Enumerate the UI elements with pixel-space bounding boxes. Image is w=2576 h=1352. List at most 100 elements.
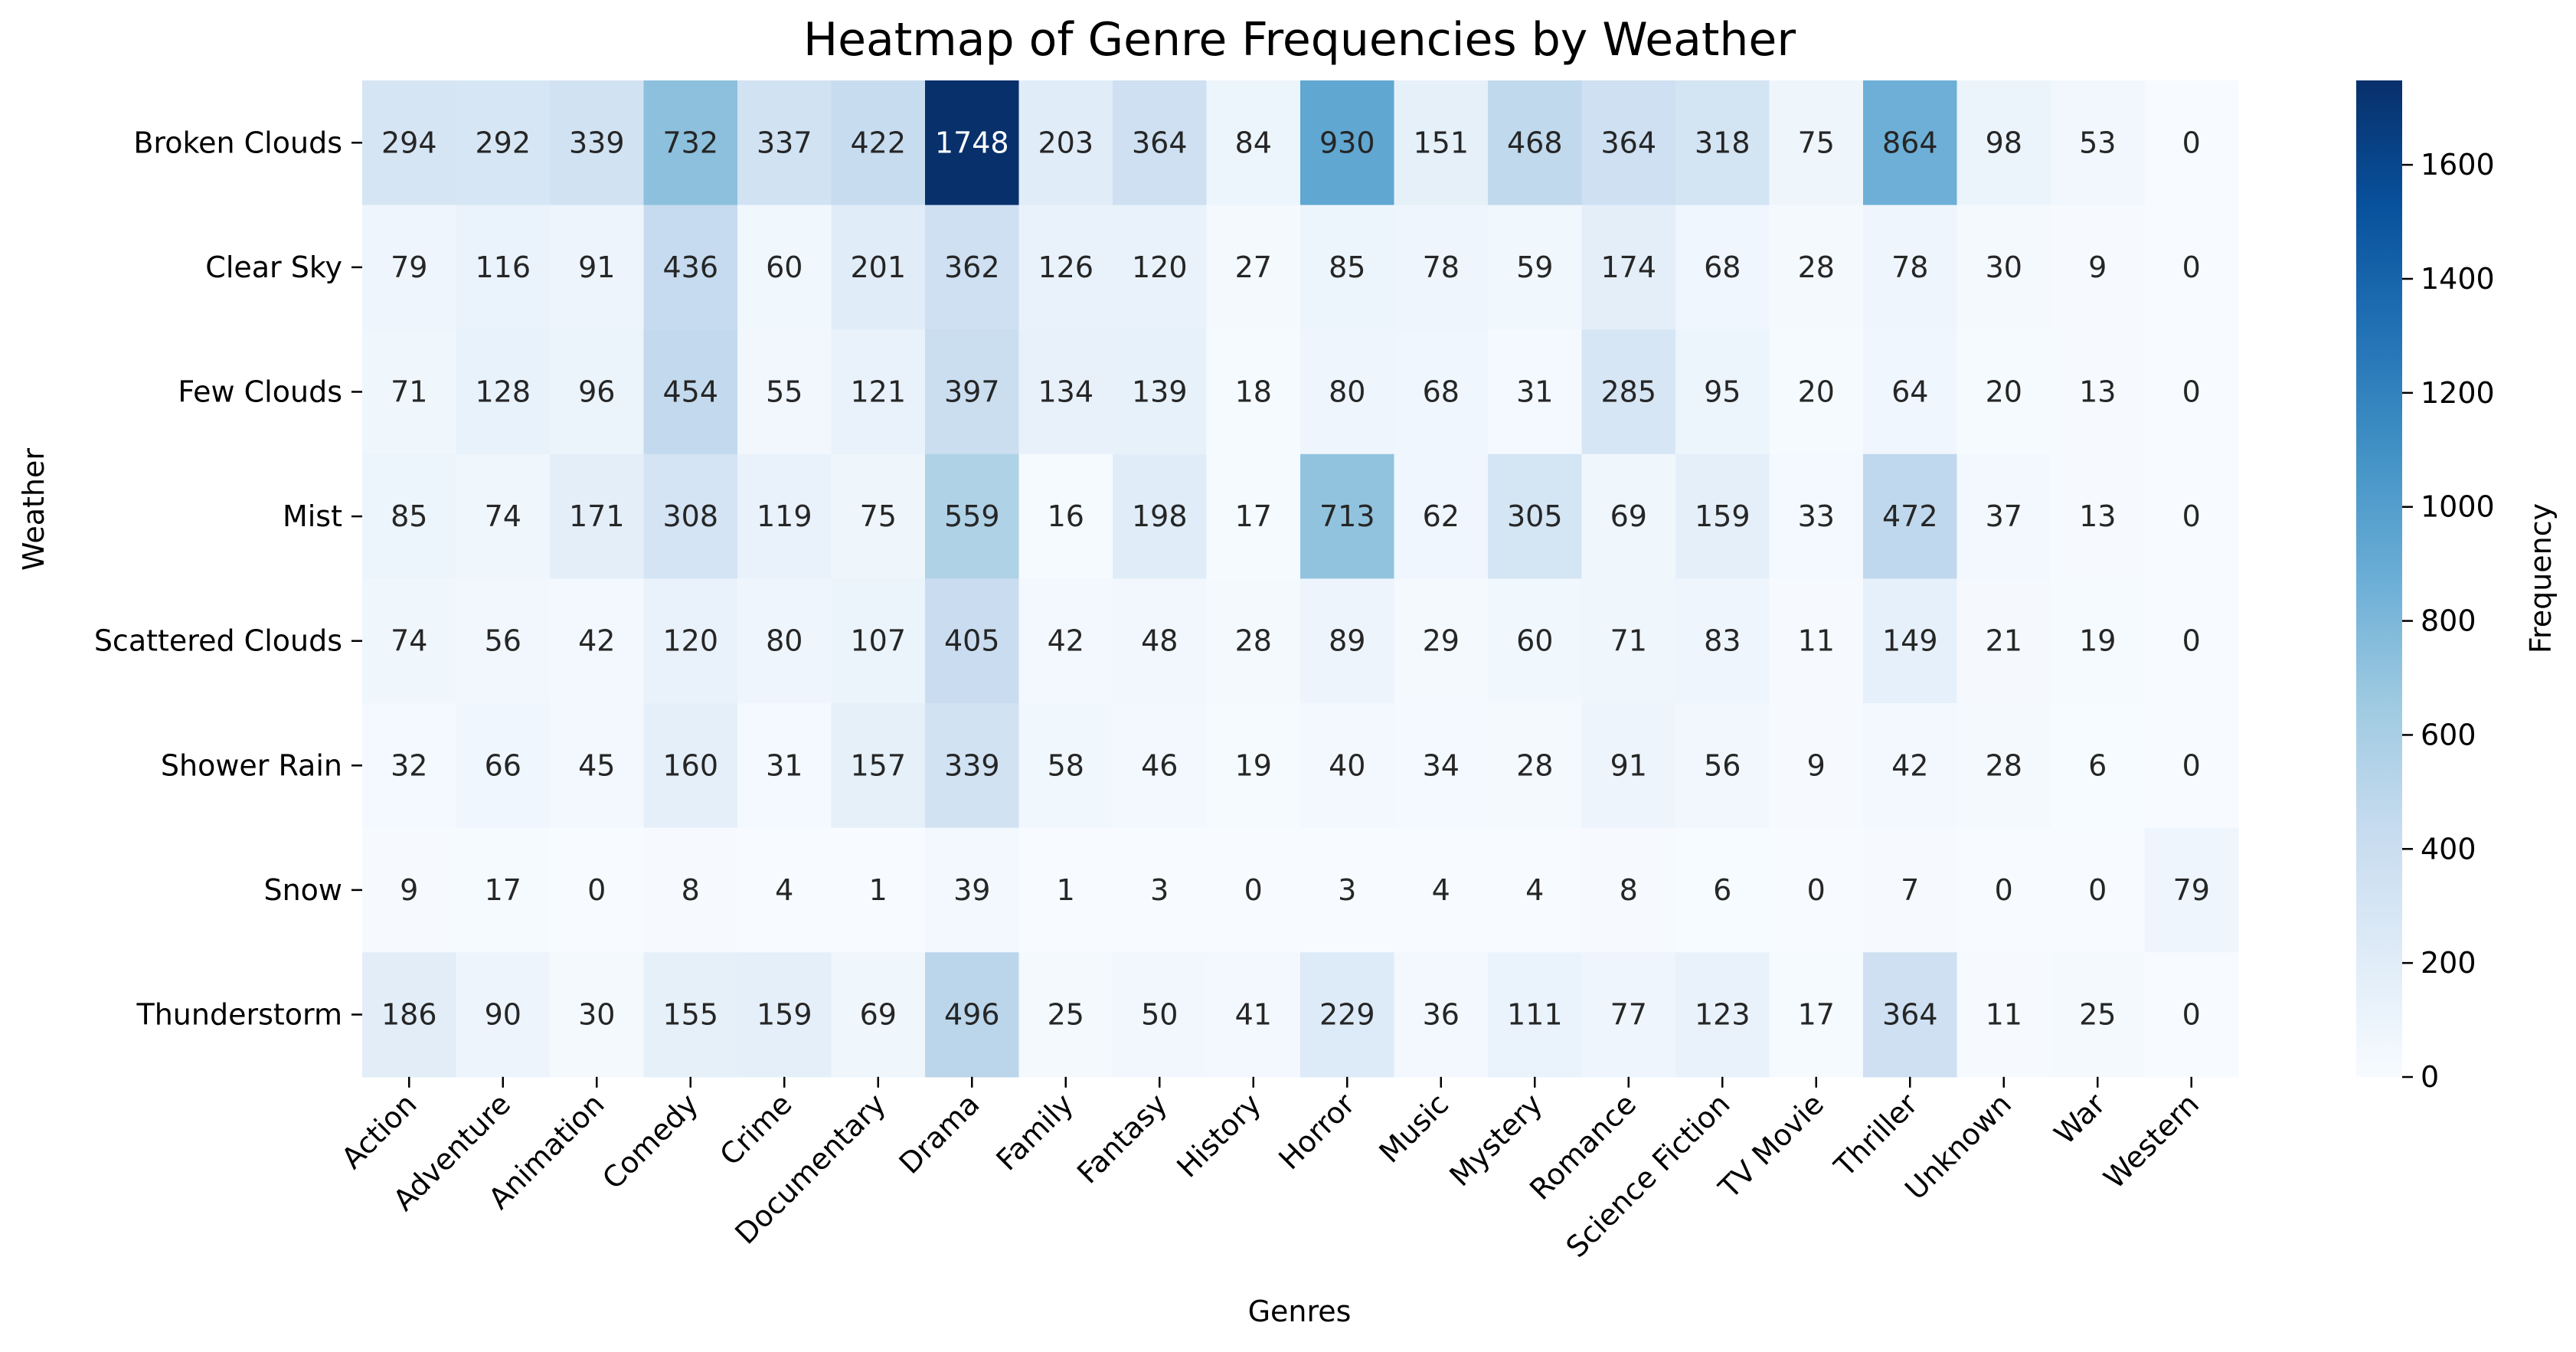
cell-value-label: 11 xyxy=(1986,998,2022,1032)
heatmap-cell xyxy=(1206,578,1301,704)
heatmap-cell xyxy=(737,952,832,1078)
cell-value-label: 89 xyxy=(1329,624,1365,658)
heatmap-cell xyxy=(1957,827,2051,953)
x-tick-label: Crime xyxy=(714,1087,799,1172)
cell-value-label: 0 xyxy=(2182,375,2201,409)
cell-value-label: 111 xyxy=(1507,998,1563,1032)
heatmap-cell xyxy=(2051,329,2146,455)
cell-value-label: 174 xyxy=(1600,250,1656,284)
x-tick-label: Action xyxy=(335,1087,423,1175)
heatmap-cell xyxy=(1206,453,1301,579)
heatmap-cell xyxy=(2144,827,2239,953)
heatmap-cell xyxy=(1675,578,1770,704)
heatmap-cell xyxy=(2051,80,2146,206)
cell-value-label: 42 xyxy=(578,624,615,658)
x-tick-label: Science Fiction xyxy=(1560,1087,1737,1264)
cell-value-label: 31 xyxy=(1516,375,1553,409)
cell-value-label: 42 xyxy=(1048,624,1084,658)
cell-value-label: 151 xyxy=(1413,126,1469,159)
y-tick-label: Scattered Clouds xyxy=(94,624,342,658)
heatmap-cell xyxy=(1018,827,1113,953)
colorbar: 0 200 400 600 800 1000 1200 1400 1600 Frequency xyxy=(2356,80,2558,1094)
cell-value-label: 155 xyxy=(662,998,718,1032)
heatmap-cell xyxy=(362,952,457,1078)
cell-value-label: 36 xyxy=(1423,998,1460,1032)
cell-value-label: 40 xyxy=(1329,748,1365,782)
cell-value-label: 116 xyxy=(475,250,531,284)
heatmap-cell xyxy=(925,703,1020,829)
cell-value-label: 0 xyxy=(587,873,606,907)
heatmap-cell xyxy=(550,329,645,455)
cell-value-label: 37 xyxy=(1986,499,2022,533)
heatmap-cell xyxy=(2144,329,2239,455)
heatmap-cell xyxy=(456,80,551,206)
heatmap-cell xyxy=(643,205,738,330)
cell-value-label: 364 xyxy=(1132,126,1188,159)
cell-value-label: 126 xyxy=(1038,250,1093,284)
cell-value-label: 68 xyxy=(1704,250,1741,284)
heatmap-cell xyxy=(1206,80,1301,206)
y-axis-label: Weather xyxy=(17,448,51,571)
heatmap-cell xyxy=(1769,952,1864,1078)
x-tick-label: Western xyxy=(2097,1087,2205,1195)
heatmap-cell xyxy=(1018,703,1113,829)
cell-value-label: 405 xyxy=(944,624,1000,658)
cell-value-label: 0 xyxy=(2182,499,2201,533)
cell-value-label: 4 xyxy=(1525,873,1544,907)
cell-value-label: 50 xyxy=(1141,998,1178,1032)
y-tick-label: Broken Clouds xyxy=(133,126,342,159)
cell-value-label: 28 xyxy=(1986,748,2022,782)
chart-title: Heatmap of Genre Frequencies by Weather xyxy=(803,13,1796,67)
heatmap-cell xyxy=(1300,952,1395,1078)
colorbar-tick-label: 0 xyxy=(2421,1060,2439,1094)
cell-value-label: 28 xyxy=(1798,250,1835,284)
cell-value-label: 31 xyxy=(766,748,803,782)
heatmap-cell xyxy=(1018,952,1113,1078)
heatmap-cell xyxy=(1863,578,1958,704)
cell-value-label: 9 xyxy=(2088,250,2107,284)
cell-value-label: 71 xyxy=(391,375,427,409)
heatmap-cell xyxy=(2051,952,2146,1078)
cell-value-label: 30 xyxy=(1986,250,2022,284)
cell-value-label: 85 xyxy=(1329,250,1365,284)
heatmap-cell xyxy=(456,703,551,829)
heatmap-cell xyxy=(2144,952,2239,1078)
heatmap-cell xyxy=(550,703,645,829)
x-tick-label: History xyxy=(1170,1087,1267,1184)
x-tick-label: Comedy xyxy=(596,1087,704,1196)
heatmap-cell xyxy=(643,329,738,455)
heatmap-cell xyxy=(1018,80,1113,206)
heatmap-cell xyxy=(1206,952,1301,1078)
heatmap-cell xyxy=(362,80,457,206)
colorbar-label: Frequency xyxy=(2524,503,2558,653)
heatmap-cell xyxy=(1394,952,1489,1078)
heatmap-cell xyxy=(1300,703,1395,829)
cell-value-label: 56 xyxy=(1704,748,1741,782)
heatmap-cell xyxy=(831,80,926,206)
heatmap-cell xyxy=(2144,80,2239,206)
cell-value-label: 201 xyxy=(850,250,906,284)
heatmap-cell xyxy=(1206,703,1301,829)
heatmap-cell xyxy=(643,80,738,206)
heatmap-cell xyxy=(550,453,645,579)
cell-value-label: 39 xyxy=(953,873,990,907)
heatmap-cell xyxy=(1488,827,1583,953)
cell-value-label: 30 xyxy=(578,998,615,1032)
y-tick-label: Thunderstorm xyxy=(136,998,342,1032)
cell-value-label: 930 xyxy=(1319,126,1375,159)
heatmap-cell xyxy=(1863,80,1958,206)
cell-value-label: 20 xyxy=(1986,375,2022,409)
cell-value-label: 123 xyxy=(1695,998,1751,1032)
heatmap-cell xyxy=(1581,578,1676,704)
heatmap-cell xyxy=(643,703,738,829)
cell-value-label: 318 xyxy=(1695,126,1751,159)
heatmap-cell xyxy=(1113,703,1208,829)
heatmap-cell xyxy=(1300,578,1395,704)
cell-value-label: 34 xyxy=(1423,748,1460,782)
heatmap-cell xyxy=(1581,827,1676,953)
heatmap-cell xyxy=(1957,205,2051,330)
heatmap-cell xyxy=(831,578,926,704)
y-axis: Broken Clouds Clear Sky Few Clouds Mist Scat… xyxy=(94,126,362,1032)
